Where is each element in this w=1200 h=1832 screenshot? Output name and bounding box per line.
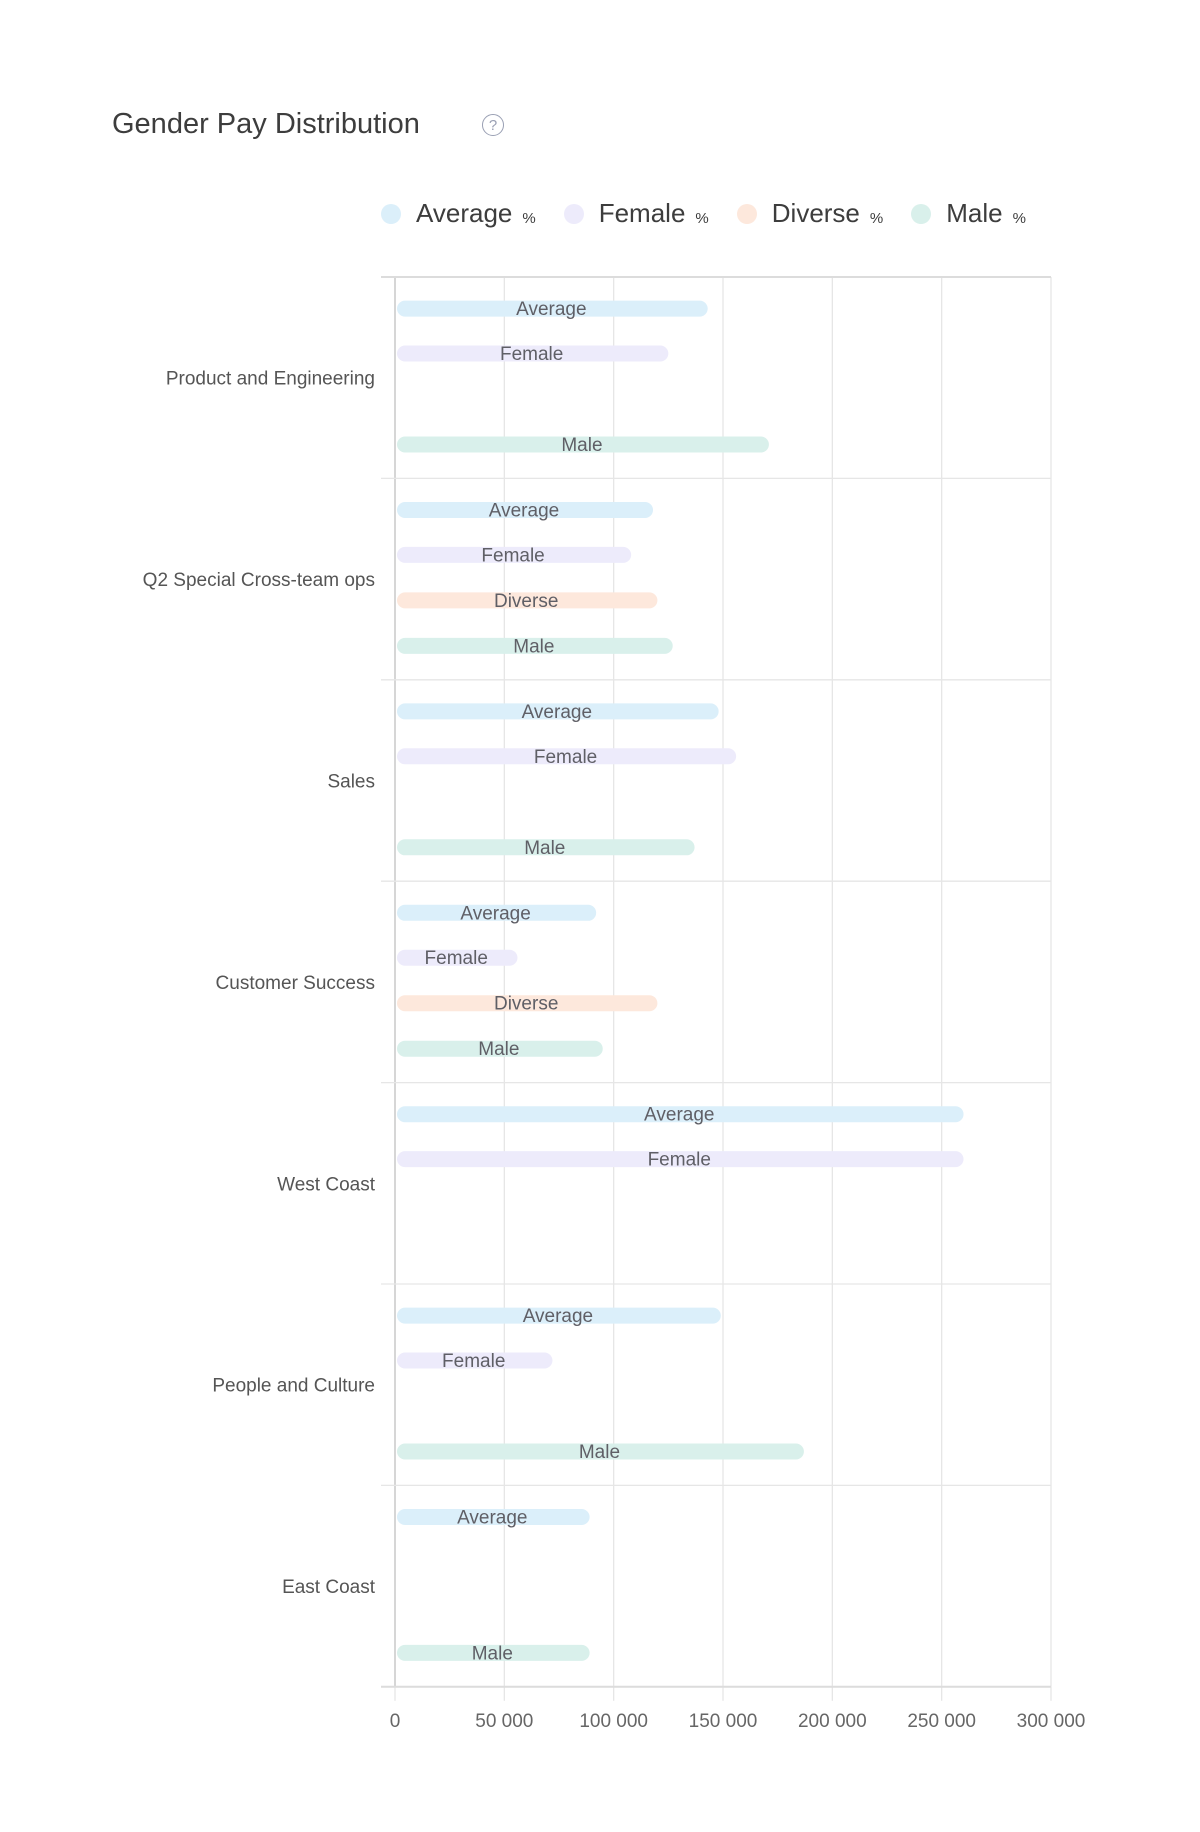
- category-label: West Coast: [277, 1174, 376, 1195]
- bar-label: Female: [534, 747, 597, 768]
- bar-label: Diverse: [494, 994, 558, 1015]
- bar-male: [397, 1443, 804, 1460]
- bar-label: Male: [561, 435, 602, 456]
- legend-dot-icon: [381, 203, 401, 224]
- bar-label: Female: [425, 948, 488, 969]
- bar-female: [397, 1151, 964, 1168]
- bar-average: [397, 1509, 590, 1525]
- bar-female: [397, 949, 518, 966]
- category-label: Customer Success: [216, 973, 375, 994]
- x-tick-label: 50 000: [475, 1711, 533, 1732]
- x-tick-label: 100 000: [579, 1711, 648, 1732]
- category-label: Product and Engineering: [166, 369, 375, 390]
- bar-male: [397, 839, 695, 856]
- bar-diverse: [397, 592, 658, 609]
- bar-label: Average: [489, 501, 559, 522]
- bar-average: [397, 904, 597, 921]
- legend-dot-icon: [563, 203, 584, 224]
- x-tick-label: 300 000: [1017, 1711, 1086, 1732]
- bar-average: [397, 300, 708, 317]
- legend-item-male[interactable]: Male %: [911, 198, 1026, 229]
- bar-label: Male: [478, 1039, 519, 1060]
- bar-female: [397, 748, 737, 765]
- legend-unit: %: [522, 210, 536, 227]
- bar-male: [397, 436, 769, 453]
- category-label: Sales: [327, 772, 375, 793]
- legend-dot-icon: [911, 203, 932, 224]
- legend-label: Average: [416, 198, 513, 228]
- bar-label: Average: [522, 702, 592, 723]
- x-tick-label: 150 000: [689, 1711, 758, 1732]
- bar-female: [397, 546, 632, 563]
- legend-unit: %: [869, 210, 884, 227]
- bar-label: Female: [500, 344, 563, 365]
- legend-unit: %: [1012, 210, 1026, 227]
- x-tick-label: 200 000: [798, 1711, 867, 1732]
- legend-item-diverse[interactable]: Diverse %: [736, 198, 884, 229]
- bar-label: Average: [516, 299, 586, 320]
- bar-diverse: [397, 995, 658, 1012]
- legend-item-average[interactable]: Average %: [381, 198, 536, 229]
- bar-label: Male: [513, 636, 554, 657]
- bar-label: Average: [644, 1105, 714, 1126]
- legend-dot-icon: [736, 203, 757, 224]
- bar-label: Male: [579, 1442, 620, 1463]
- bar-label: Male: [472, 1643, 513, 1664]
- bar-female: [397, 345, 669, 362]
- bar-female: [397, 1352, 553, 1369]
- legend-label: Female: [598, 198, 686, 228]
- bar-male: [397, 637, 673, 654]
- x-tick-label: 250 000: [907, 1711, 976, 1732]
- legend: Average % Female % Diverse % Male %: [381, 198, 1054, 229]
- bar-male: [397, 1040, 603, 1057]
- x-tick-label: 0: [390, 1711, 401, 1732]
- bar-label: Female: [442, 1351, 505, 1372]
- category-label: East Coast: [282, 1577, 376, 1598]
- bar-label: Average: [523, 1306, 593, 1327]
- bar-average: [397, 502, 654, 518]
- bar-label: Average: [457, 1508, 527, 1529]
- bar-label: Female: [648, 1150, 711, 1171]
- legend-unit: %: [695, 210, 709, 227]
- legend-item-female[interactable]: Female %: [563, 198, 709, 229]
- bar-average: [397, 1106, 964, 1123]
- category-label: Q2 Special Cross-team ops: [143, 570, 375, 591]
- legend-label: Male: [946, 198, 1003, 228]
- bar-average: [397, 1307, 721, 1324]
- category-label: People and Culture: [212, 1376, 375, 1397]
- chart-title: Gender Pay Distribution: [112, 108, 420, 140]
- bar-label: Diverse: [494, 591, 558, 612]
- bar-average: [397, 703, 719, 720]
- bar-label: Male: [524, 838, 565, 859]
- bar-label: Average: [460, 903, 530, 924]
- legend-label: Diverse: [771, 198, 860, 228]
- bar-label: Female: [481, 545, 544, 566]
- bar-male: [397, 1644, 590, 1661]
- question-circle-icon[interactable]: ?: [482, 114, 504, 136]
